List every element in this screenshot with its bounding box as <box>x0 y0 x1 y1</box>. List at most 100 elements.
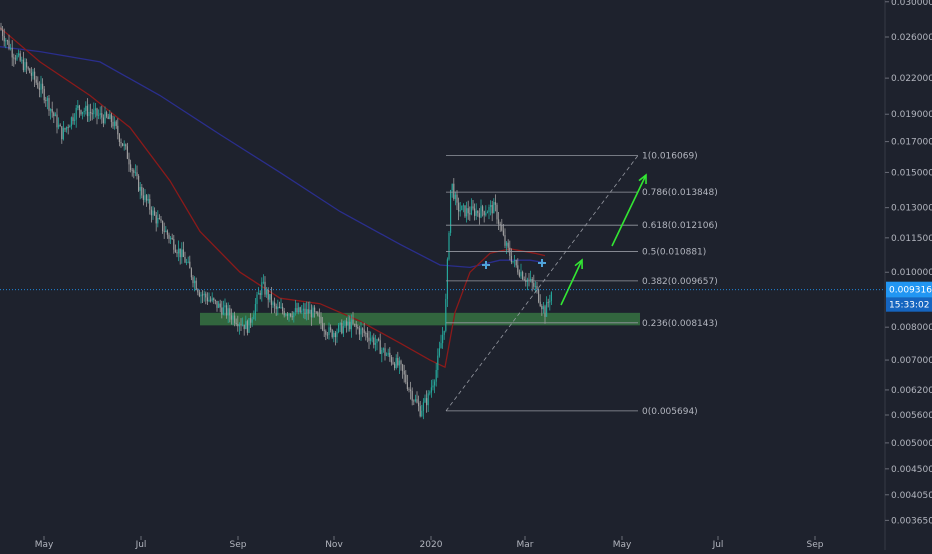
candle-body <box>288 313 290 316</box>
candle-body <box>550 292 552 301</box>
countdown-label: 15:33:02 <box>889 301 929 311</box>
candle-body <box>142 195 144 200</box>
candle-body <box>352 319 354 324</box>
candle-body <box>477 210 479 214</box>
candle-body <box>106 112 108 117</box>
candle-body <box>422 402 424 411</box>
candle-body <box>163 230 165 232</box>
candle-body <box>43 88 45 101</box>
candle-body <box>326 334 328 336</box>
candle-body <box>70 117 72 126</box>
candle-body <box>235 322 237 325</box>
candle-body <box>101 113 103 118</box>
candle-body <box>344 321 346 327</box>
candles-layer <box>0 22 552 420</box>
candle-body <box>299 307 301 313</box>
candle-body <box>115 121 117 126</box>
candle-body <box>397 358 399 366</box>
price-tick-label: 0.010000 <box>891 268 932 278</box>
time-axis[interactable]: May Jul Sep Nov 2020 Mar May Jul Sep <box>35 536 824 550</box>
candle-body <box>120 141 122 144</box>
candle-body <box>182 249 184 257</box>
candle-body <box>341 322 343 334</box>
price-tick-label: 0.005000 <box>891 439 932 449</box>
candle-body <box>310 309 312 318</box>
candle-body <box>549 300 551 303</box>
candle-body <box>166 230 168 235</box>
price-tick-label: 0.007000 <box>891 356 932 366</box>
candle-body <box>355 323 357 328</box>
candle-body <box>451 183 453 191</box>
candle-body <box>312 307 314 318</box>
candle-body <box>323 329 325 332</box>
candle-body <box>510 255 512 263</box>
candle-body <box>486 212 488 214</box>
candle-body <box>387 352 389 355</box>
candle-body <box>211 298 213 301</box>
price-tick-label: 0.006200 <box>891 386 932 396</box>
candle-body <box>248 318 250 333</box>
candle-body <box>75 107 77 120</box>
candle-body <box>424 398 426 403</box>
candle-body <box>416 399 418 403</box>
candle-body <box>394 363 396 369</box>
candle-body <box>14 58 16 60</box>
candle-body <box>322 323 324 330</box>
candle-body <box>227 308 229 316</box>
candle-body <box>264 281 266 295</box>
candle-body <box>466 208 468 217</box>
candle-body <box>203 293 205 296</box>
candle-body <box>38 87 40 90</box>
candle-body <box>32 71 34 76</box>
candle-body <box>302 308 304 311</box>
candle-body <box>117 125 119 135</box>
candle-body <box>342 326 344 334</box>
candle-body <box>222 307 224 315</box>
candle-body <box>181 249 183 258</box>
candle-body <box>192 277 194 284</box>
candle-body <box>408 388 410 390</box>
price-axis[interactable]: 0.030000 0.026000 0.022000 0.019000 0.017000… <box>884 0 932 550</box>
candle-body <box>230 315 232 320</box>
price-tick-label: 0.005600 <box>891 411 932 421</box>
candle-body <box>162 220 164 231</box>
candle-body <box>98 114 100 116</box>
candle-body <box>62 128 64 140</box>
candle-body <box>347 321 349 326</box>
candle-body <box>46 98 48 101</box>
candle-body <box>366 333 368 338</box>
fib-level-label: 0.786(0.013848) <box>642 188 718 198</box>
candle-body <box>173 239 175 250</box>
candle-body <box>110 114 112 122</box>
candle-body <box>149 199 151 210</box>
candle-body <box>154 210 156 216</box>
candle-body <box>534 286 536 287</box>
candle-body <box>376 339 378 343</box>
candle-body <box>171 237 173 240</box>
fib-level-label: 0.618(0.012106) <box>642 221 718 231</box>
price-tick-label: 0.026000 <box>891 33 932 43</box>
candle-body <box>350 319 352 330</box>
candle-body <box>114 121 116 127</box>
current-price-badge <box>886 281 932 298</box>
candle-body <box>93 110 95 115</box>
time-tick-label: Mar <box>517 540 534 550</box>
candle-body <box>200 294 202 297</box>
candle-body <box>82 111 84 115</box>
candle-body <box>5 40 7 42</box>
candle-body <box>78 105 80 111</box>
candle-body <box>346 321 348 326</box>
candle-body <box>445 299 447 331</box>
candle-body <box>160 218 162 221</box>
candle-body <box>349 321 351 330</box>
candle-body <box>458 202 460 212</box>
candle-body <box>406 382 408 389</box>
candle-body <box>515 260 517 266</box>
candle-body <box>24 62 26 71</box>
candle-body <box>291 316 293 318</box>
price-tick-label: 0.015000 <box>891 168 932 178</box>
candle-body <box>22 59 24 71</box>
candle-body <box>298 307 300 313</box>
